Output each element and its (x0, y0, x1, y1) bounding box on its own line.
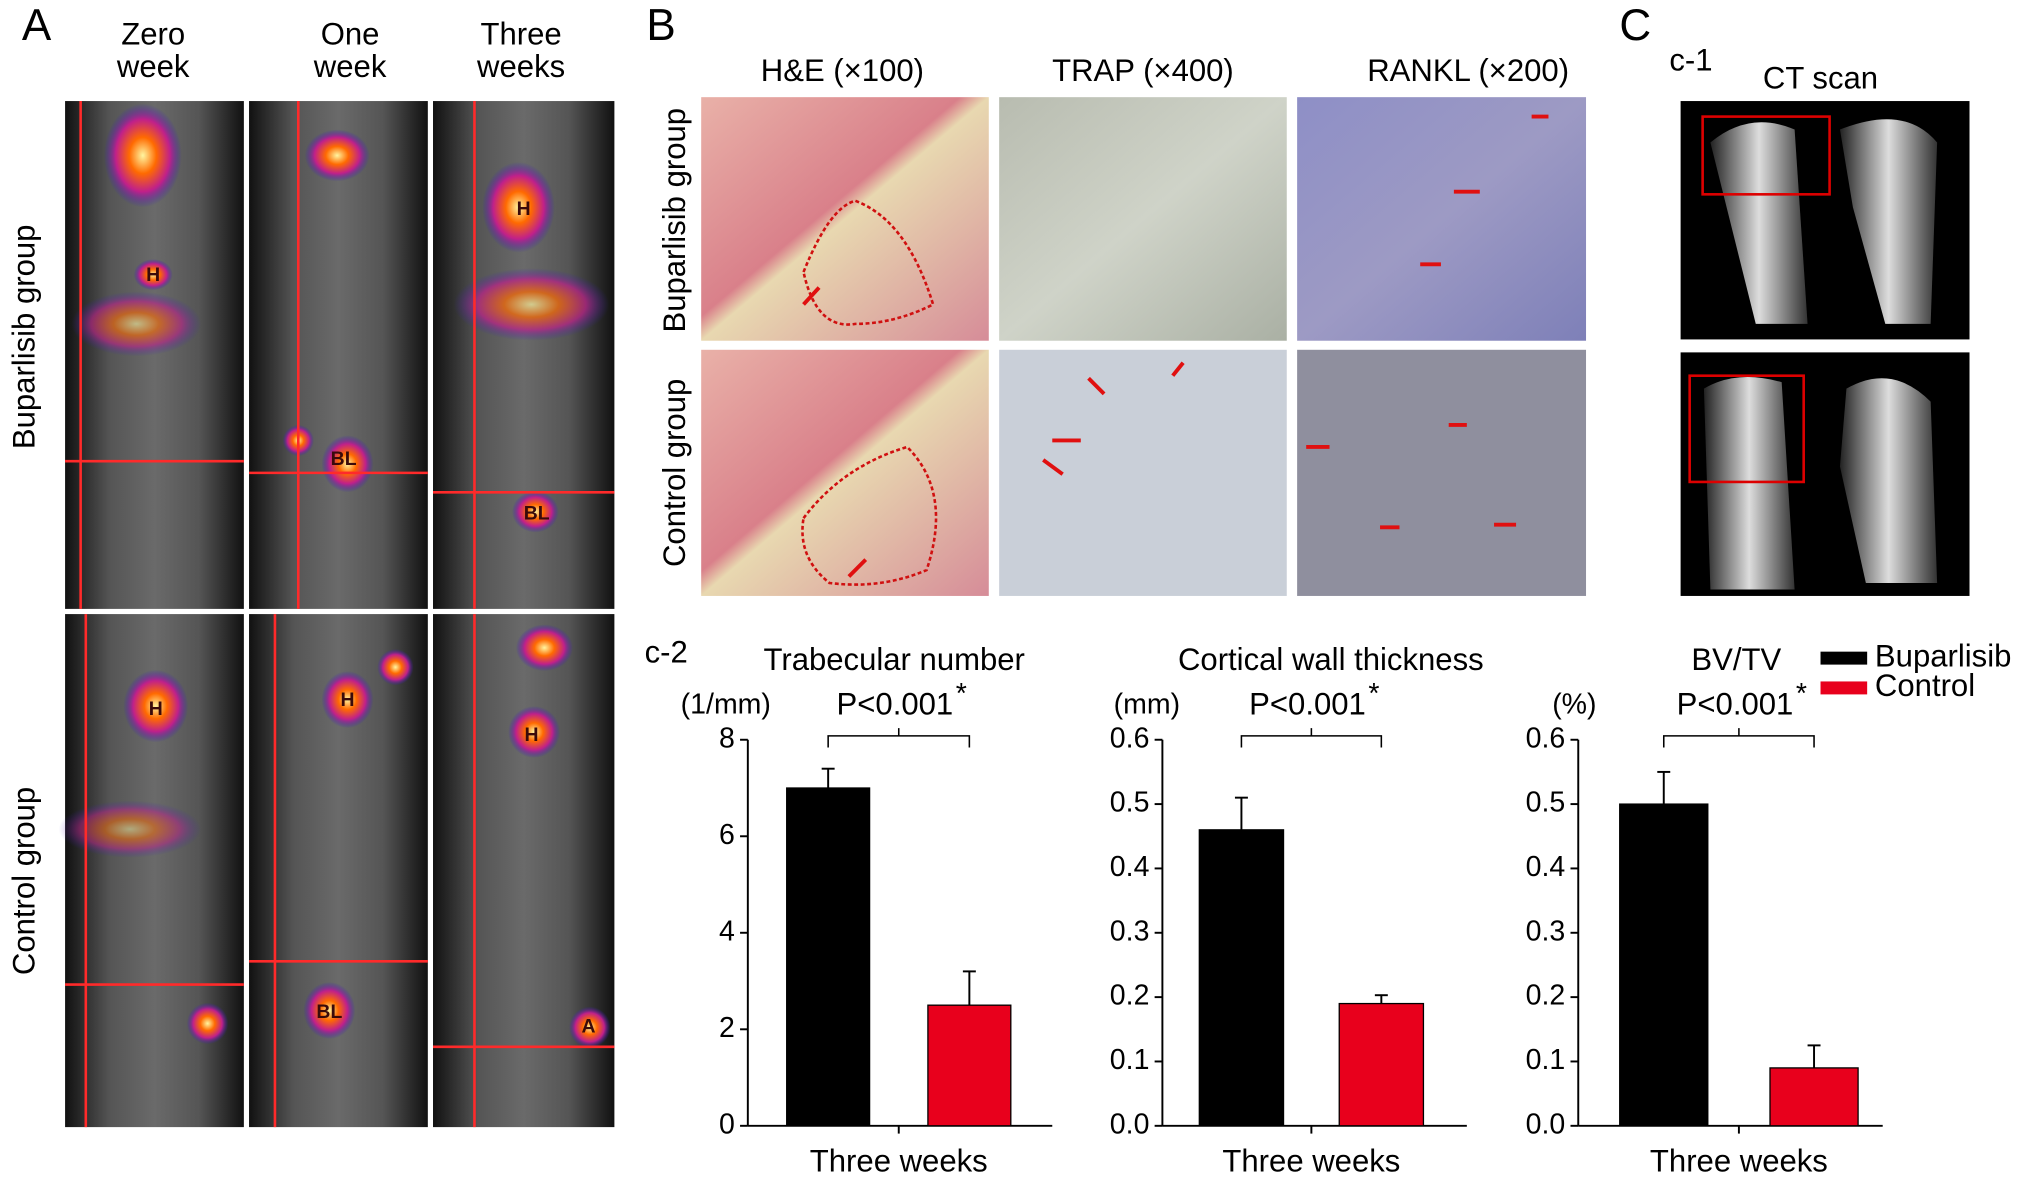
y-tick-label: 2 (719, 1012, 735, 1044)
y-tick-label: 4 (719, 915, 735, 947)
annotation-mark: * (956, 678, 967, 710)
y-tick-label: 0.5 (1110, 787, 1150, 819)
error-bar (962, 970, 976, 1006)
y-tick-label: 0.0 (1110, 1108, 1150, 1140)
column-header: Zero (121, 16, 185, 51)
error-bar (1657, 770, 1671, 805)
chart-title: BV/TV (1691, 642, 1781, 677)
bar (1619, 803, 1709, 1127)
scan-images (65, 101, 615, 1128)
y-tick-label: 0.0 (1526, 1108, 1566, 1140)
chart-title: Cortical wall thickness (1178, 642, 1484, 677)
annotation: P<0.001 (837, 686, 954, 721)
error-bar (1234, 796, 1248, 830)
annotation-mark: * (1796, 678, 1807, 710)
image-marker: H (517, 198, 531, 220)
y-tick-label: 0.3 (1110, 915, 1150, 947)
column-header: TRAP (×400) (1052, 53, 1234, 88)
error-bar (1807, 1044, 1821, 1068)
annotation-mark: * (1368, 678, 1379, 710)
ct-images (1680, 101, 1970, 596)
significance-bracket (827, 728, 971, 748)
error-bar (821, 767, 835, 789)
column-header: week (116, 49, 190, 84)
labels: A B C c-1 CT scan c-2 (22, 1, 1878, 669)
image-marker: BL (331, 448, 357, 470)
bar (786, 787, 871, 1127)
y-tick-label: 0.3 (1526, 915, 1566, 947)
x-tick-label: Three weeks (1222, 1144, 1400, 1179)
y-tick-label: 8 (719, 722, 735, 754)
legend-swatch (1820, 651, 1868, 665)
y-tick-label: 0.6 (1110, 722, 1150, 754)
annotation: P<0.001 (1249, 686, 1366, 721)
image-marker: H (340, 689, 354, 711)
y-tick-label: 0.1 (1526, 1044, 1566, 1076)
y-tick-label: 0 (719, 1108, 735, 1140)
row-label: Control group (657, 379, 692, 567)
column-header: weeks (476, 49, 565, 84)
column-header: H&E (×100) (761, 53, 924, 88)
error-bar (1374, 994, 1388, 1004)
sub-label: c-2 (645, 634, 688, 669)
legend-label: Control (1875, 668, 1975, 703)
y-tick-label: 0.4 (1526, 851, 1566, 883)
image-marker: BL (316, 1001, 342, 1023)
y-tick-label: 0.2 (1526, 980, 1566, 1012)
row-label: Buparlisib group (657, 108, 692, 333)
bar (1769, 1067, 1859, 1127)
y-tick-label: 0.4 (1110, 851, 1150, 883)
image-marker: H (149, 698, 163, 720)
column-header: Three (481, 16, 562, 51)
axis-unit: (%) (1552, 689, 1596, 721)
panel-label: B (646, 1, 675, 50)
image-panels (58, 97, 1970, 1128)
sub-label: c-1 (1669, 42, 1712, 77)
image-marker: H (524, 724, 538, 746)
y-tick-label: 6 (719, 819, 735, 851)
column-header: week (313, 49, 387, 84)
column-header: One (321, 16, 380, 51)
axis-unit: (mm) (1114, 689, 1180, 721)
histology-images (701, 97, 1587, 596)
legend-swatch (1820, 681, 1868, 695)
bar (927, 1004, 1012, 1127)
y-tick-label: 0.2 (1110, 980, 1150, 1012)
crosshair-lines (65, 101, 615, 1128)
column-header: RANKL (×200) (1367, 53, 1569, 88)
scan-hotspots (58, 103, 611, 1049)
chart-title: Trabecular number (764, 642, 1025, 677)
image-marker: H (146, 264, 160, 286)
image-marker: A (581, 1015, 595, 1037)
significance-bracket (1662, 728, 1815, 748)
panel-label: A (22, 1, 52, 50)
annotation: P<0.001 (1677, 686, 1794, 721)
x-tick-label: Three weeks (810, 1144, 988, 1179)
x-tick-label: Three weeks (1650, 1144, 1828, 1179)
y-tick-label: 0.6 (1526, 722, 1566, 754)
legend-label: Buparlisib (1875, 638, 2011, 673)
bar (1198, 829, 1285, 1127)
significance-bracket (1240, 728, 1383, 748)
y-tick-label: 0.5 (1526, 787, 1566, 819)
row-label: Control group (6, 787, 41, 975)
row-label: Buparlisib group (6, 225, 41, 450)
bar (1338, 1002, 1425, 1127)
panel-label: C (1619, 1, 1651, 50)
axis-unit: (1/mm) (681, 689, 771, 721)
column-header: CT scan (1763, 61, 1878, 96)
image-marker: BL (524, 502, 550, 524)
y-tick-label: 0.1 (1110, 1044, 1150, 1076)
